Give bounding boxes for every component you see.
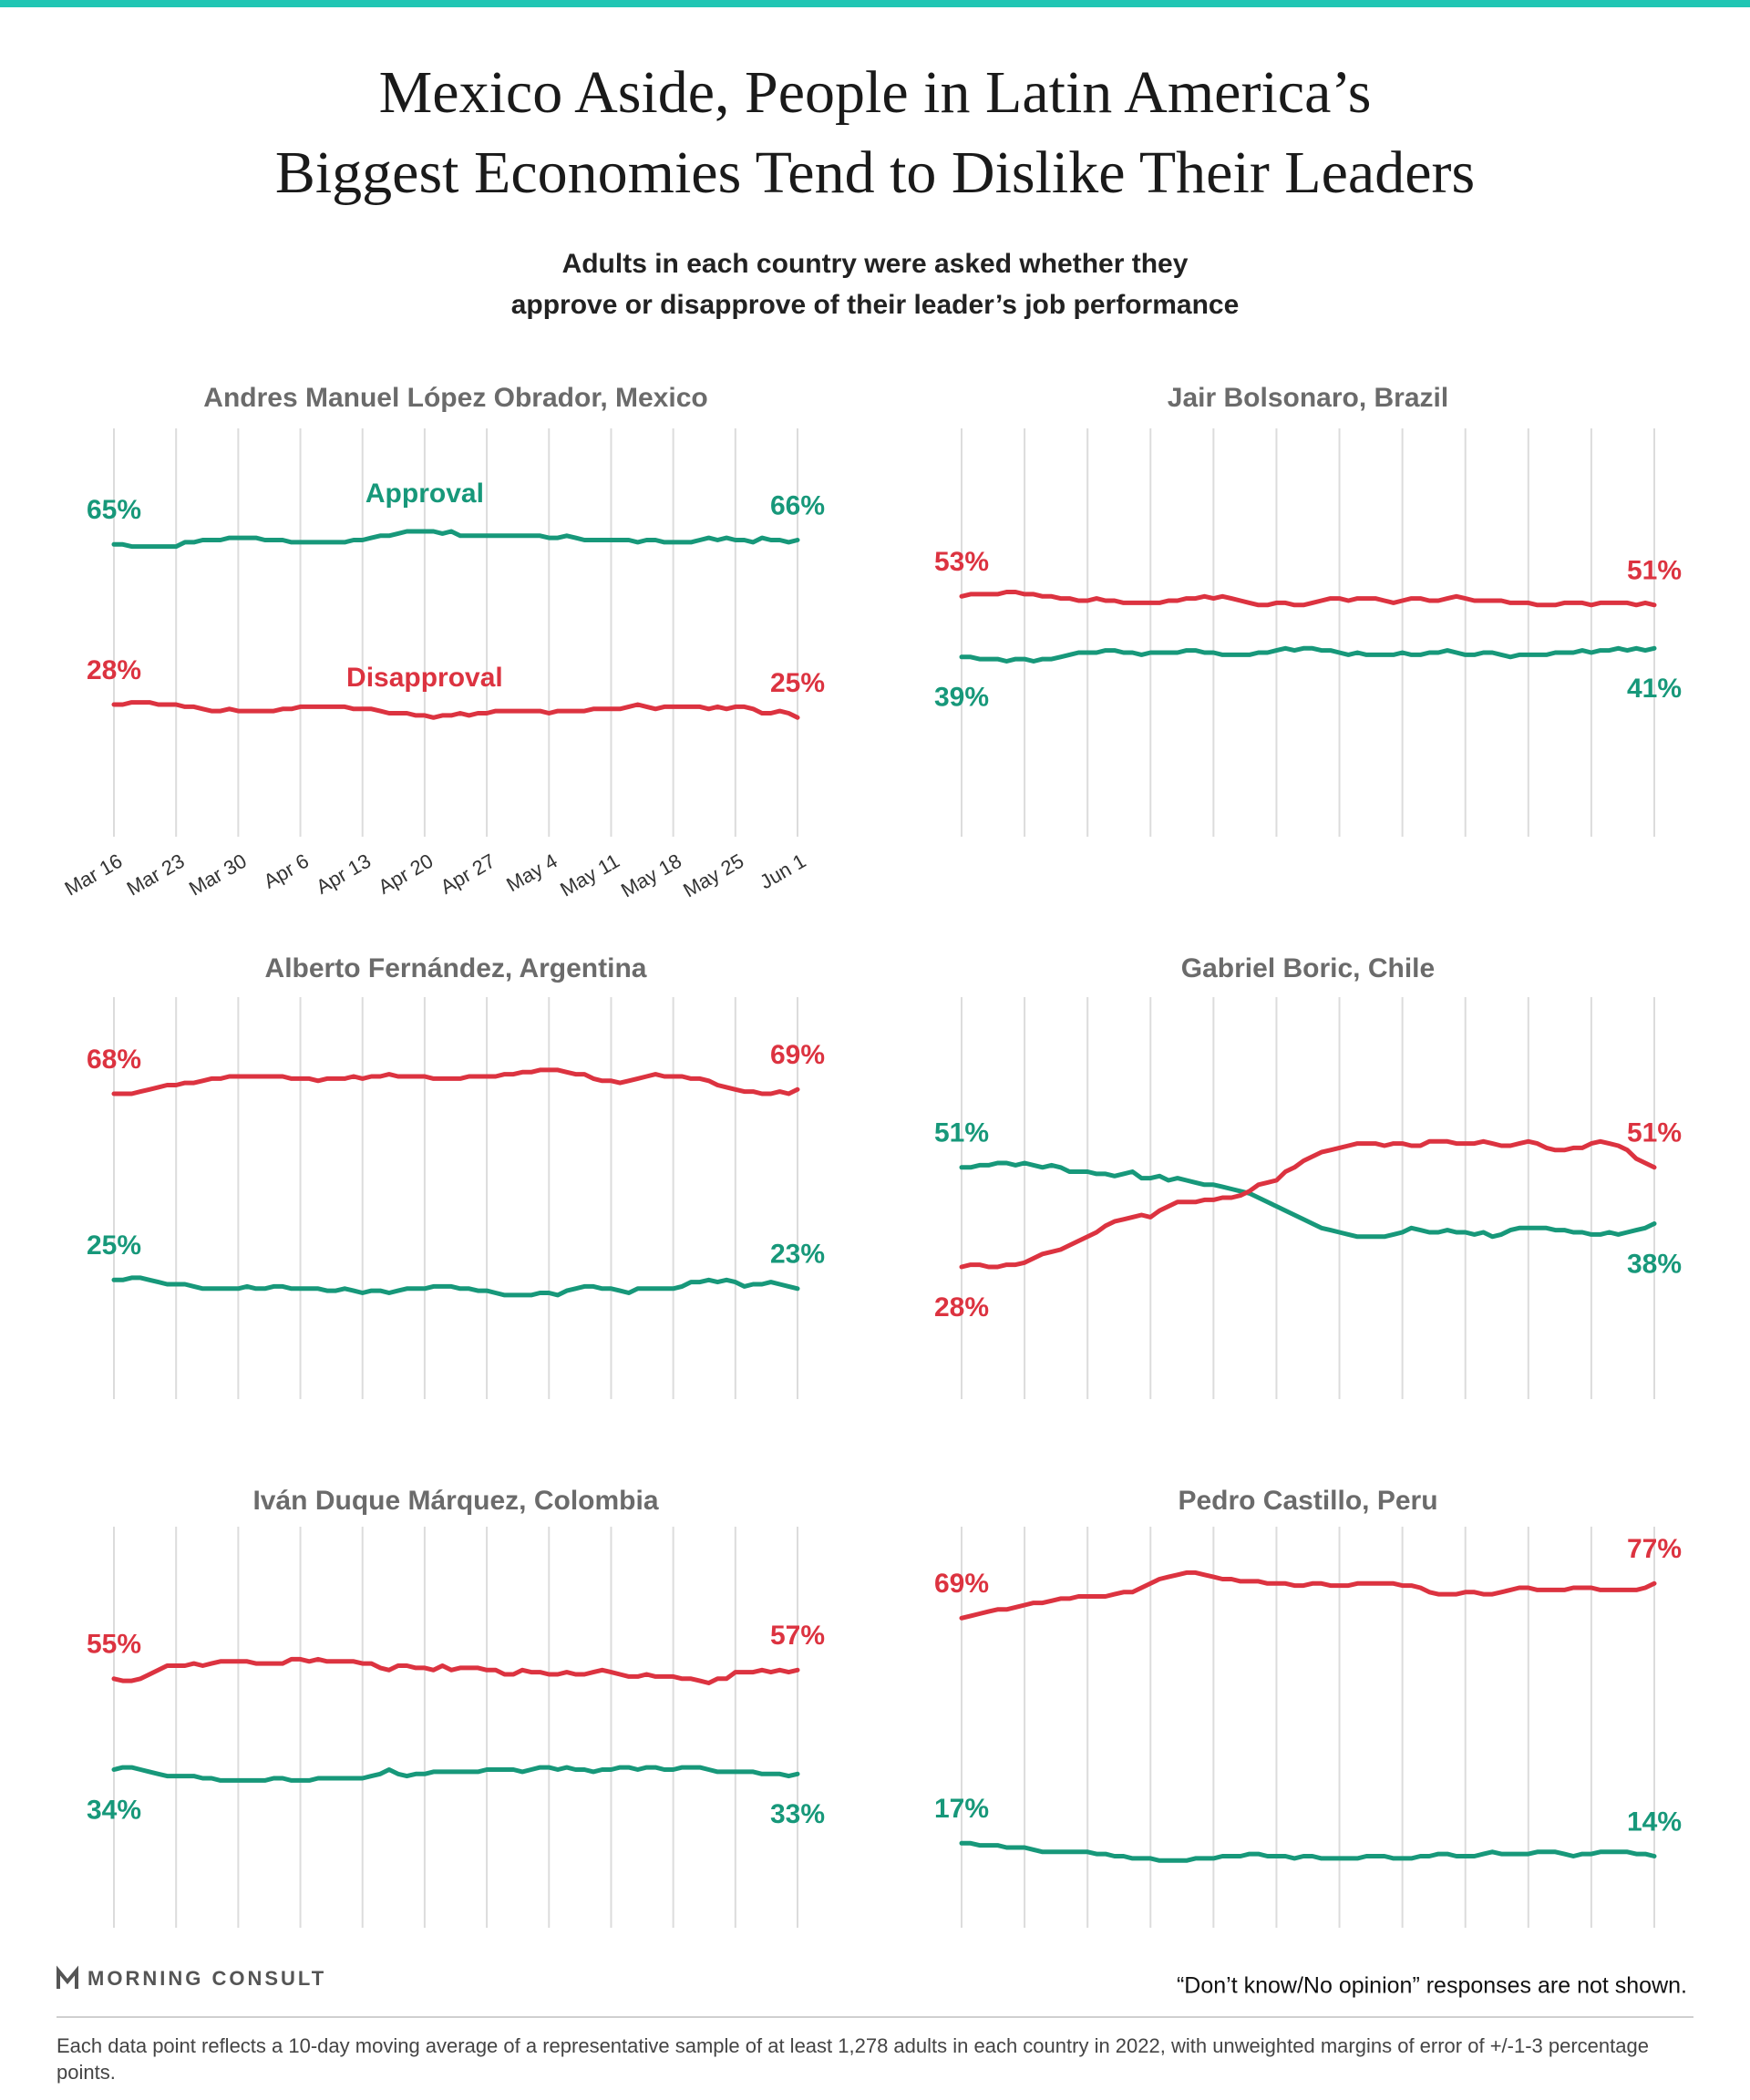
x-tick-label: Mar 30: [185, 849, 251, 901]
value-label: 68%: [87, 1045, 141, 1075]
x-tick-label: Mar 23: [123, 849, 189, 901]
value-label: 57%: [770, 1621, 825, 1651]
value-label: 41%: [1627, 674, 1682, 704]
value-label: 23%: [770, 1240, 825, 1270]
line: [111, 1656, 800, 1685]
value-label: 14%: [1627, 1807, 1682, 1837]
panel-title: Andres Manuel López Obrador, Mexico: [203, 383, 707, 413]
brand-name: MORNING CONSULT: [88, 1967, 326, 1990]
panel-title: Alberto Fernández, Argentina: [265, 953, 647, 983]
line: [111, 1765, 800, 1783]
value-label: 69%: [934, 1569, 989, 1599]
panel-title: Pedro Castillo, Peru: [1178, 1486, 1437, 1516]
value-label: 66%: [770, 490, 825, 520]
value-label: 51%: [1627, 1118, 1682, 1148]
value-label: 53%: [934, 547, 989, 577]
value-label: 38%: [1627, 1249, 1682, 1279]
panel-title: Jair Bolsonaro, Brazil: [1168, 383, 1448, 413]
value-label: 55%: [87, 1630, 141, 1660]
x-tick-label: May 11: [556, 849, 623, 901]
value-label: 25%: [770, 668, 825, 698]
note: “Don’t know/No opinion” responses are no…: [1177, 1973, 1687, 1999]
x-tick-label: Mar 16: [61, 849, 127, 901]
value-label: 51%: [1627, 556, 1682, 586]
source: Each data point reflects a 10-day moving…: [57, 2034, 1649, 2084]
logo-mark: [57, 1965, 78, 1989]
value-label: 28%: [87, 655, 141, 685]
line: [959, 1570, 1657, 1621]
line: [959, 1138, 1657, 1270]
panel-title: Iván Duque Márquez, Colombia: [252, 1486, 658, 1516]
value-label: 33%: [770, 1799, 825, 1829]
brand-logo: MORNING CONSULT: [57, 1965, 326, 1990]
subtitle: approve or disapprove of their leader’s …: [511, 290, 1240, 320]
series-label: Approval: [365, 479, 484, 509]
value-label: 39%: [934, 683, 989, 713]
x-tick-label: Apr 20: [375, 849, 438, 899]
value-label: 25%: [87, 1230, 141, 1261]
value-label: 17%: [934, 1794, 989, 1824]
page-title: Mexico Aside, People in Latin America’s: [379, 59, 1372, 126]
value-label: 51%: [934, 1118, 989, 1148]
line: [111, 1067, 800, 1096]
line: [959, 590, 1657, 608]
value-label: 65%: [87, 495, 141, 525]
line: [959, 1840, 1657, 1863]
subtitle: Adults in each country were asked whethe…: [562, 249, 1189, 279]
x-tick-label: Apr 6: [260, 849, 313, 893]
x-tick-label: Apr 13: [312, 849, 375, 899]
x-tick-label: Apr 27: [437, 849, 499, 899]
page-title: Biggest Economies Tend to Dislike Their …: [275, 139, 1475, 206]
panel-title: Gabriel Boric, Chile: [1181, 953, 1435, 983]
line: [959, 645, 1657, 664]
value-label: 69%: [770, 1040, 825, 1070]
series-label: Disapproval: [346, 663, 503, 693]
value-label: 34%: [87, 1795, 141, 1825]
x-tick-label: May 4: [502, 849, 561, 897]
value-label: 28%: [934, 1292, 989, 1323]
x-tick-label: May 25: [679, 849, 747, 902]
top-bar: [0, 0, 1750, 7]
x-tick-label: May 18: [617, 849, 685, 902]
line: [959, 1160, 1657, 1240]
x-tick-label: Jun 1: [756, 849, 809, 894]
value-label: 77%: [1627, 1534, 1682, 1564]
line: [111, 529, 800, 550]
line: [111, 1275, 800, 1298]
line: [111, 700, 800, 720]
